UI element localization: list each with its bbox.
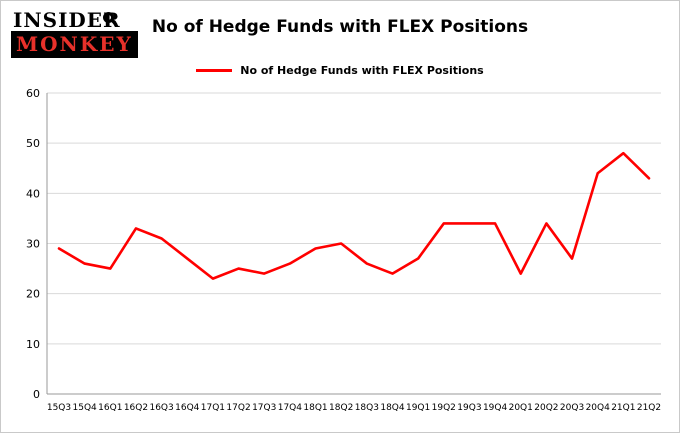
x-tick-label: 18Q2 (329, 403, 353, 413)
y-tick-label: 60 (26, 87, 40, 100)
logo-monkey-text: MONKEY (11, 31, 138, 58)
x-tick-label: 17Q1 (201, 403, 225, 413)
x-tick-label: 16Q4 (175, 403, 200, 413)
x-tick-label: 19Q2 (432, 403, 456, 413)
x-tick-label: 20Q1 (509, 403, 533, 413)
insider-monkey-logo: INSIDER MONKEY (11, 9, 138, 58)
x-tick-label: 19Q3 (457, 403, 481, 413)
legend-label: No of Hedge Funds with FLEX Positions (240, 63, 484, 77)
x-tick-label: 18Q1 (303, 403, 327, 413)
chart-legend: No of Hedge Funds with FLEX Positions (1, 59, 679, 81)
y-tick-label: 20 (26, 288, 40, 301)
x-tick-label: 16Q1 (98, 403, 122, 413)
logo-insider-label: INSIDER (13, 8, 121, 32)
page-title: No of Hedge Funds with FLEX Positions (151, 17, 529, 37)
x-tick-label: 20Q2 (534, 403, 558, 413)
y-tick-label: 50 (26, 137, 40, 150)
x-tick-label: 21Q2 (637, 403, 661, 413)
y-tick-label: 40 (26, 187, 40, 200)
y-tick-label: 0 (33, 388, 40, 401)
x-tick-label: 15Q3 (47, 403, 71, 413)
x-tick-label: 16Q3 (149, 403, 173, 413)
x-tick-label: 17Q2 (226, 403, 250, 413)
x-tick-label: 19Q4 (483, 403, 508, 413)
y-tick-label: 10 (26, 338, 40, 351)
x-tick-label: 20Q3 (560, 403, 584, 413)
y-tick-label: 30 (26, 238, 40, 251)
line-chart-area: 0 10 20 30 40 50 60 15Q3 15Q4 16Q1 16Q2 16Q3 16Q4 17Q… (1, 81, 679, 432)
x-tick-label: 19Q1 (406, 403, 430, 413)
x-tick-label: 17Q3 (252, 403, 276, 413)
series-line (57, 151, 651, 280)
x-tick-label: 15Q4 (73, 403, 98, 413)
x-tick-label: 17Q4 (278, 403, 303, 413)
x-tick-label: 20Q4 (586, 403, 611, 413)
legend-line-swatch (196, 68, 233, 72)
x-tick-label: 18Q3 (355, 403, 379, 413)
chart-header: INSIDER MONKEY No of Hedge Funds with FL… (1, 1, 679, 59)
x-tick-label: 21Q1 (611, 403, 635, 413)
x-tick-label: 18Q4 (380, 403, 405, 413)
x-tick-label: 16Q2 (124, 403, 148, 413)
